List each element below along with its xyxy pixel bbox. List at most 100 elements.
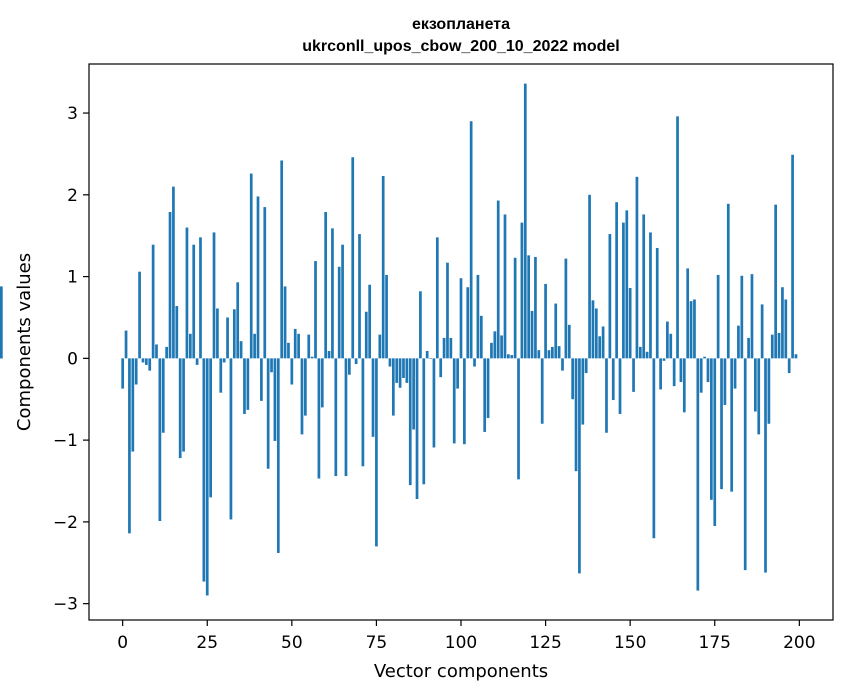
y-tick-label: −3 <box>53 595 78 615</box>
bar <box>371 358 375 437</box>
bar <box>764 358 767 573</box>
bar <box>358 234 361 359</box>
bar <box>182 358 185 452</box>
bar <box>239 341 243 359</box>
bar <box>422 358 426 485</box>
bar <box>121 358 125 389</box>
bar <box>689 301 693 359</box>
bar <box>405 358 409 383</box>
bar <box>567 324 571 359</box>
bar <box>368 284 372 359</box>
bar <box>442 337 446 359</box>
plot-area-frame <box>88 63 834 621</box>
bar <box>747 337 750 359</box>
bar <box>425 350 429 359</box>
bar <box>185 227 189 359</box>
bar <box>124 330 128 359</box>
bar <box>473 358 476 367</box>
bar <box>523 83 527 359</box>
bar <box>304 358 307 416</box>
bar <box>134 358 138 385</box>
x-tick-label: 125 <box>529 633 561 653</box>
bar <box>466 287 470 359</box>
bar <box>216 308 219 359</box>
y-tick-label: −2 <box>53 513 78 533</box>
bar <box>723 358 727 405</box>
bar <box>300 358 304 435</box>
bar <box>534 256 537 359</box>
bar <box>791 154 794 359</box>
bar <box>249 173 253 359</box>
bar <box>557 346 561 359</box>
x-axis-ticks: 0 25 50 75 100 125 150 175 200 <box>117 620 816 653</box>
bar <box>703 356 706 359</box>
bar <box>737 325 740 359</box>
bar <box>710 358 713 500</box>
bar <box>378 334 382 359</box>
bar <box>236 282 240 359</box>
bar <box>155 344 158 359</box>
bar <box>578 358 581 574</box>
bar <box>266 358 270 469</box>
bar <box>479 315 483 359</box>
bar <box>649 232 652 359</box>
bar <box>229 358 233 520</box>
bar <box>341 244 344 359</box>
x-tick-label: 200 <box>783 633 815 653</box>
bar <box>331 228 334 359</box>
bar <box>581 358 585 425</box>
bar <box>168 211 172 359</box>
bar <box>608 234 612 359</box>
bar <box>622 222 625 359</box>
bar <box>199 237 202 359</box>
bar <box>486 358 490 419</box>
bar <box>618 358 622 414</box>
bar <box>165 346 168 359</box>
bar <box>551 346 554 359</box>
y-tick-label: −1 <box>53 431 78 451</box>
bar <box>696 358 700 591</box>
bar <box>202 358 206 582</box>
bar <box>794 354 798 359</box>
bar <box>463 358 466 445</box>
bar <box>496 200 500 359</box>
bar <box>706 358 710 383</box>
bar <box>270 358 273 373</box>
bar <box>172 186 175 359</box>
bar <box>588 194 591 359</box>
bar <box>726 203 730 359</box>
bar <box>767 358 771 424</box>
bar <box>713 358 717 526</box>
bar <box>260 358 263 401</box>
bar <box>317 358 321 479</box>
bar <box>659 358 662 390</box>
bars-group <box>0 83 798 596</box>
bar <box>327 350 331 359</box>
bar <box>226 317 229 359</box>
bar <box>144 358 148 365</box>
y-tick-label: 2 <box>67 186 78 206</box>
bar <box>273 358 277 441</box>
bar <box>669 333 673 359</box>
bar <box>276 358 280 553</box>
bar <box>334 358 338 477</box>
bar <box>280 160 284 359</box>
bar <box>446 262 449 359</box>
bar <box>750 274 754 359</box>
bar <box>158 358 162 522</box>
bar <box>314 261 317 359</box>
bar <box>0 286 3 359</box>
bar <box>787 358 791 374</box>
bar <box>605 358 608 433</box>
bar <box>188 333 192 359</box>
bar <box>594 308 598 359</box>
bar <box>256 196 260 359</box>
bar <box>540 358 544 424</box>
bar <box>398 358 402 388</box>
bar <box>666 321 669 359</box>
bar <box>452 358 456 444</box>
bar <box>638 346 642 359</box>
x-tick-label: 50 <box>281 633 303 653</box>
bar <box>385 274 388 359</box>
bar <box>246 358 250 410</box>
